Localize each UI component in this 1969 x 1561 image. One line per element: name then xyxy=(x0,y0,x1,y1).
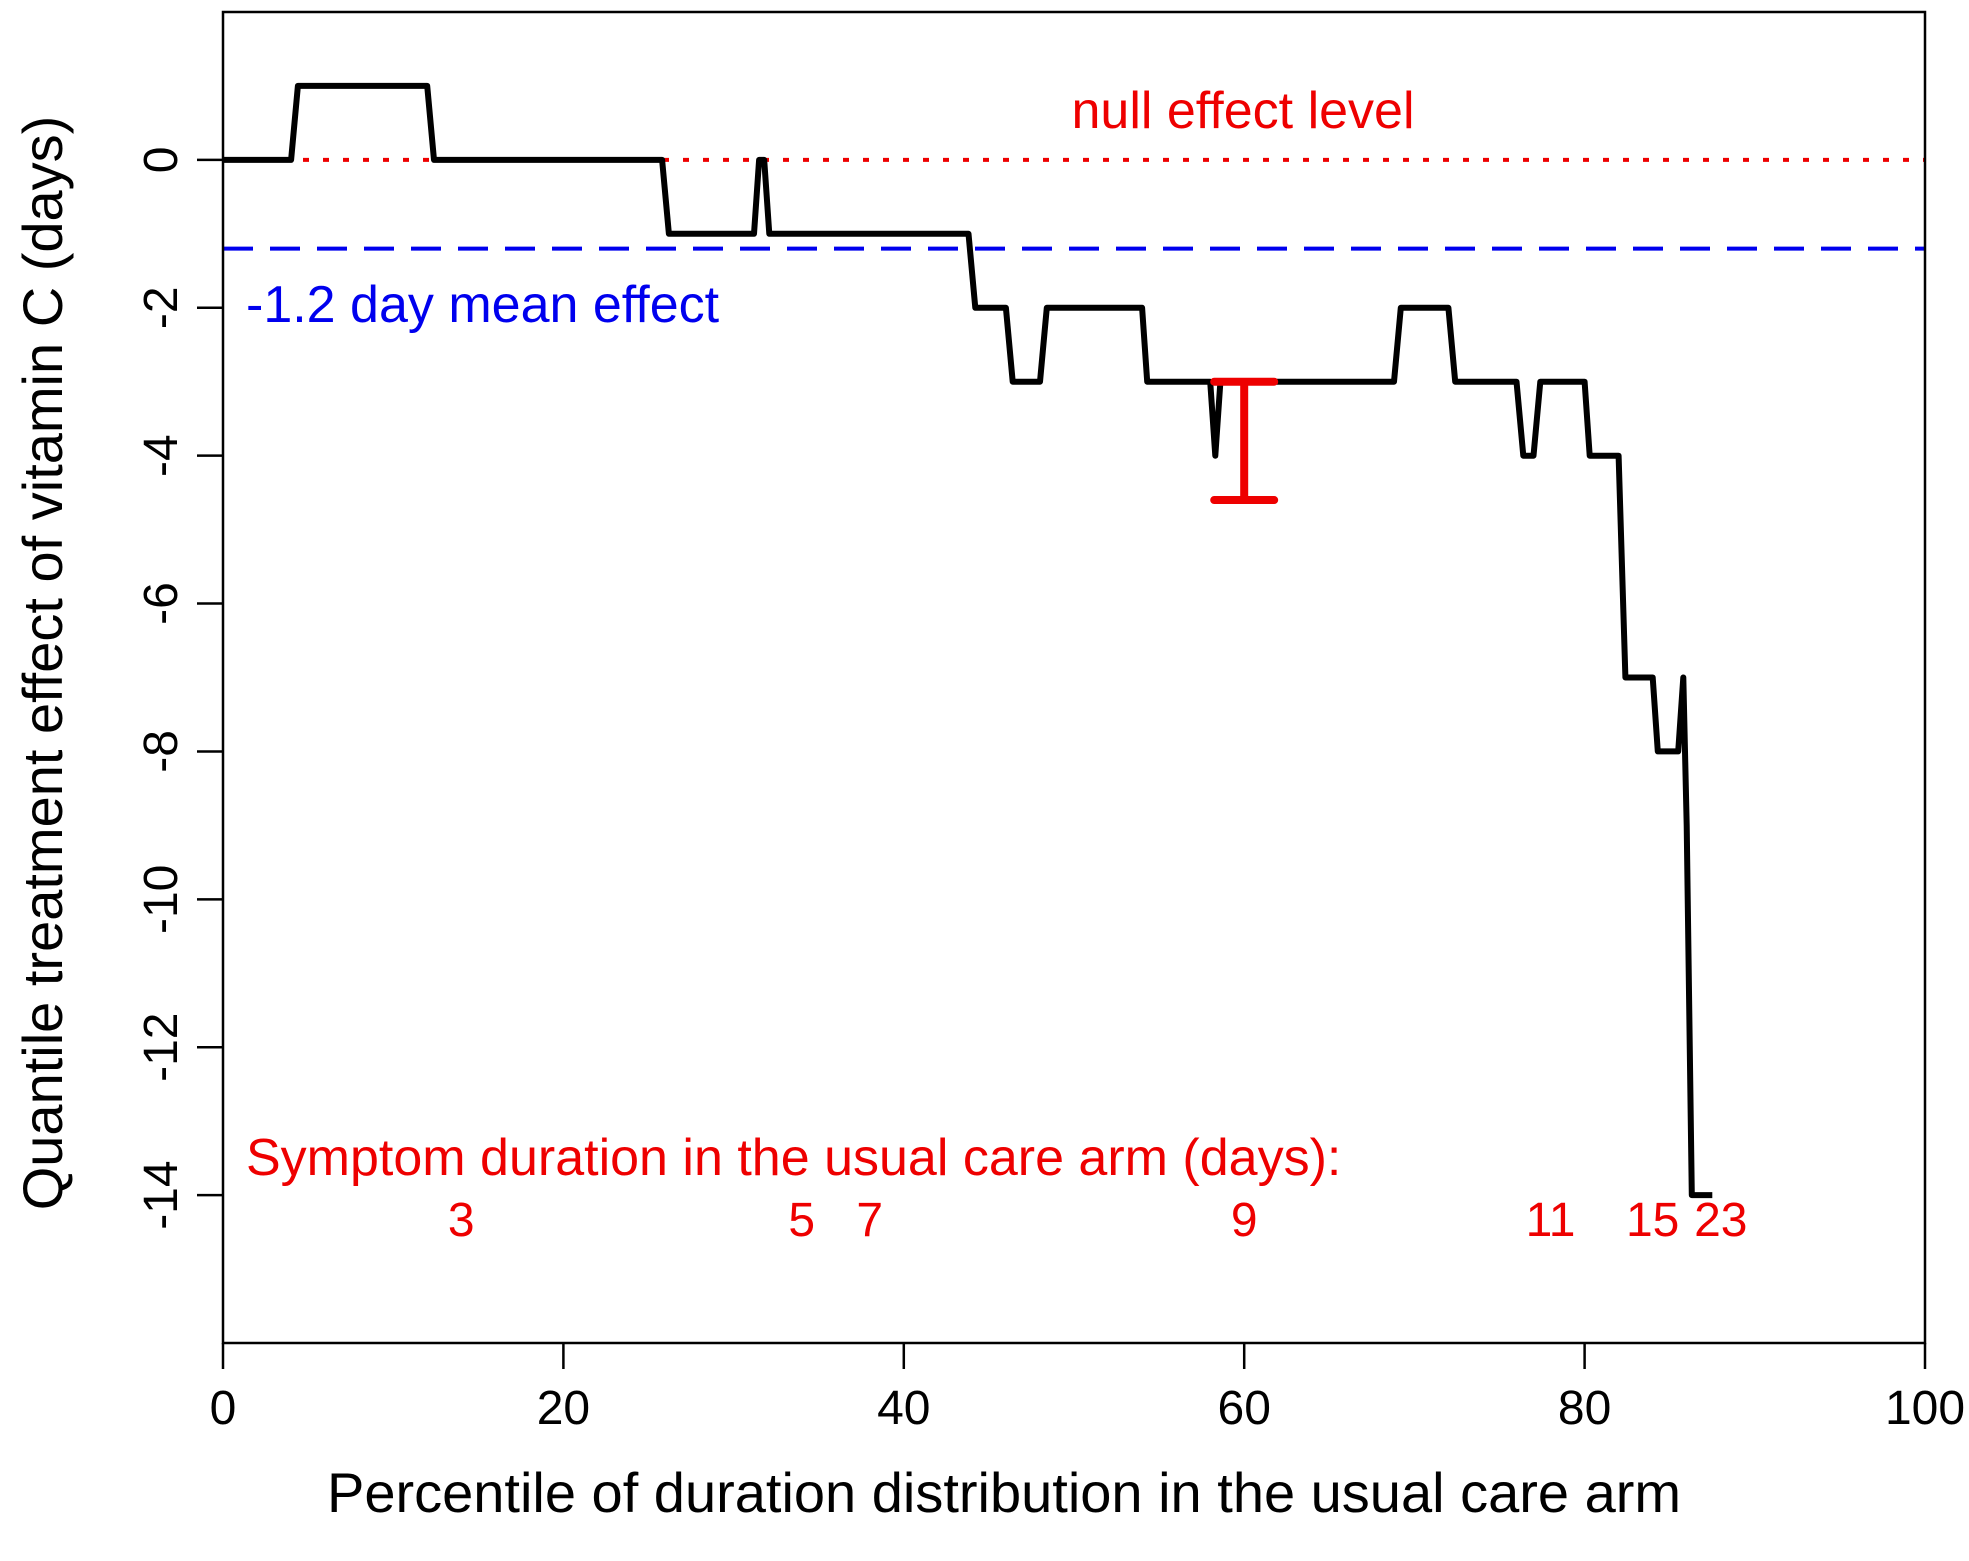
x-tick-label: 100 xyxy=(1885,1382,1965,1435)
y-tick-label: -8 xyxy=(135,730,188,773)
y-tick-label: -10 xyxy=(135,865,188,934)
duration-mark-label: 7 xyxy=(856,1194,883,1247)
qte-series-line xyxy=(223,82,1713,1199)
duration-mark-label: 23 xyxy=(1694,1194,1747,1247)
x-tick-label: 20 xyxy=(537,1382,590,1435)
symptom-duration-heading: Symptom duration in the usual care arm (… xyxy=(246,1129,1341,1187)
duration-mark-label: 5 xyxy=(788,1194,815,1247)
y-tick-label: -14 xyxy=(135,1160,188,1229)
x-tick-label: 40 xyxy=(877,1382,930,1435)
data-series xyxy=(223,82,1713,1199)
plot-area-frame xyxy=(221,10,1927,1345)
y-tick-label: -4 xyxy=(135,434,188,477)
y-axis-title: Quantile treatment effect of vitamin C (… xyxy=(11,116,74,1211)
x-axis: 0 20 40 60 80 100 xyxy=(210,1343,1965,1435)
duration-mark-label: 11 xyxy=(1526,1194,1576,1247)
duration-mark-label: 9 xyxy=(1231,1194,1258,1247)
duration-marks: 3 5 7 9 11 15 23 xyxy=(448,1194,1748,1247)
x-tick-label: 60 xyxy=(1218,1382,1271,1435)
error-bar-group xyxy=(1210,377,1279,505)
y-axis: 0 -2 -4 -6 -8 -10 -12 -14 xyxy=(135,147,223,1230)
mean-effect-label: -1.2 day mean effect xyxy=(246,276,720,334)
y-tick-label: -2 xyxy=(135,286,188,329)
null-effect-label: null effect level xyxy=(1071,82,1414,140)
y-tick-label: -6 xyxy=(135,582,188,625)
x-axis-title: Percentile of duration distribution in t… xyxy=(327,1461,1681,1524)
duration-mark-label: 15 xyxy=(1626,1194,1679,1247)
duration-mark-label: 3 xyxy=(448,1194,475,1247)
x-tick-label: 80 xyxy=(1558,1382,1611,1435)
x-tick-label: 0 xyxy=(210,1382,237,1435)
y-tick-label: 0 xyxy=(135,147,188,174)
y-tick-label: -12 xyxy=(135,1013,188,1082)
